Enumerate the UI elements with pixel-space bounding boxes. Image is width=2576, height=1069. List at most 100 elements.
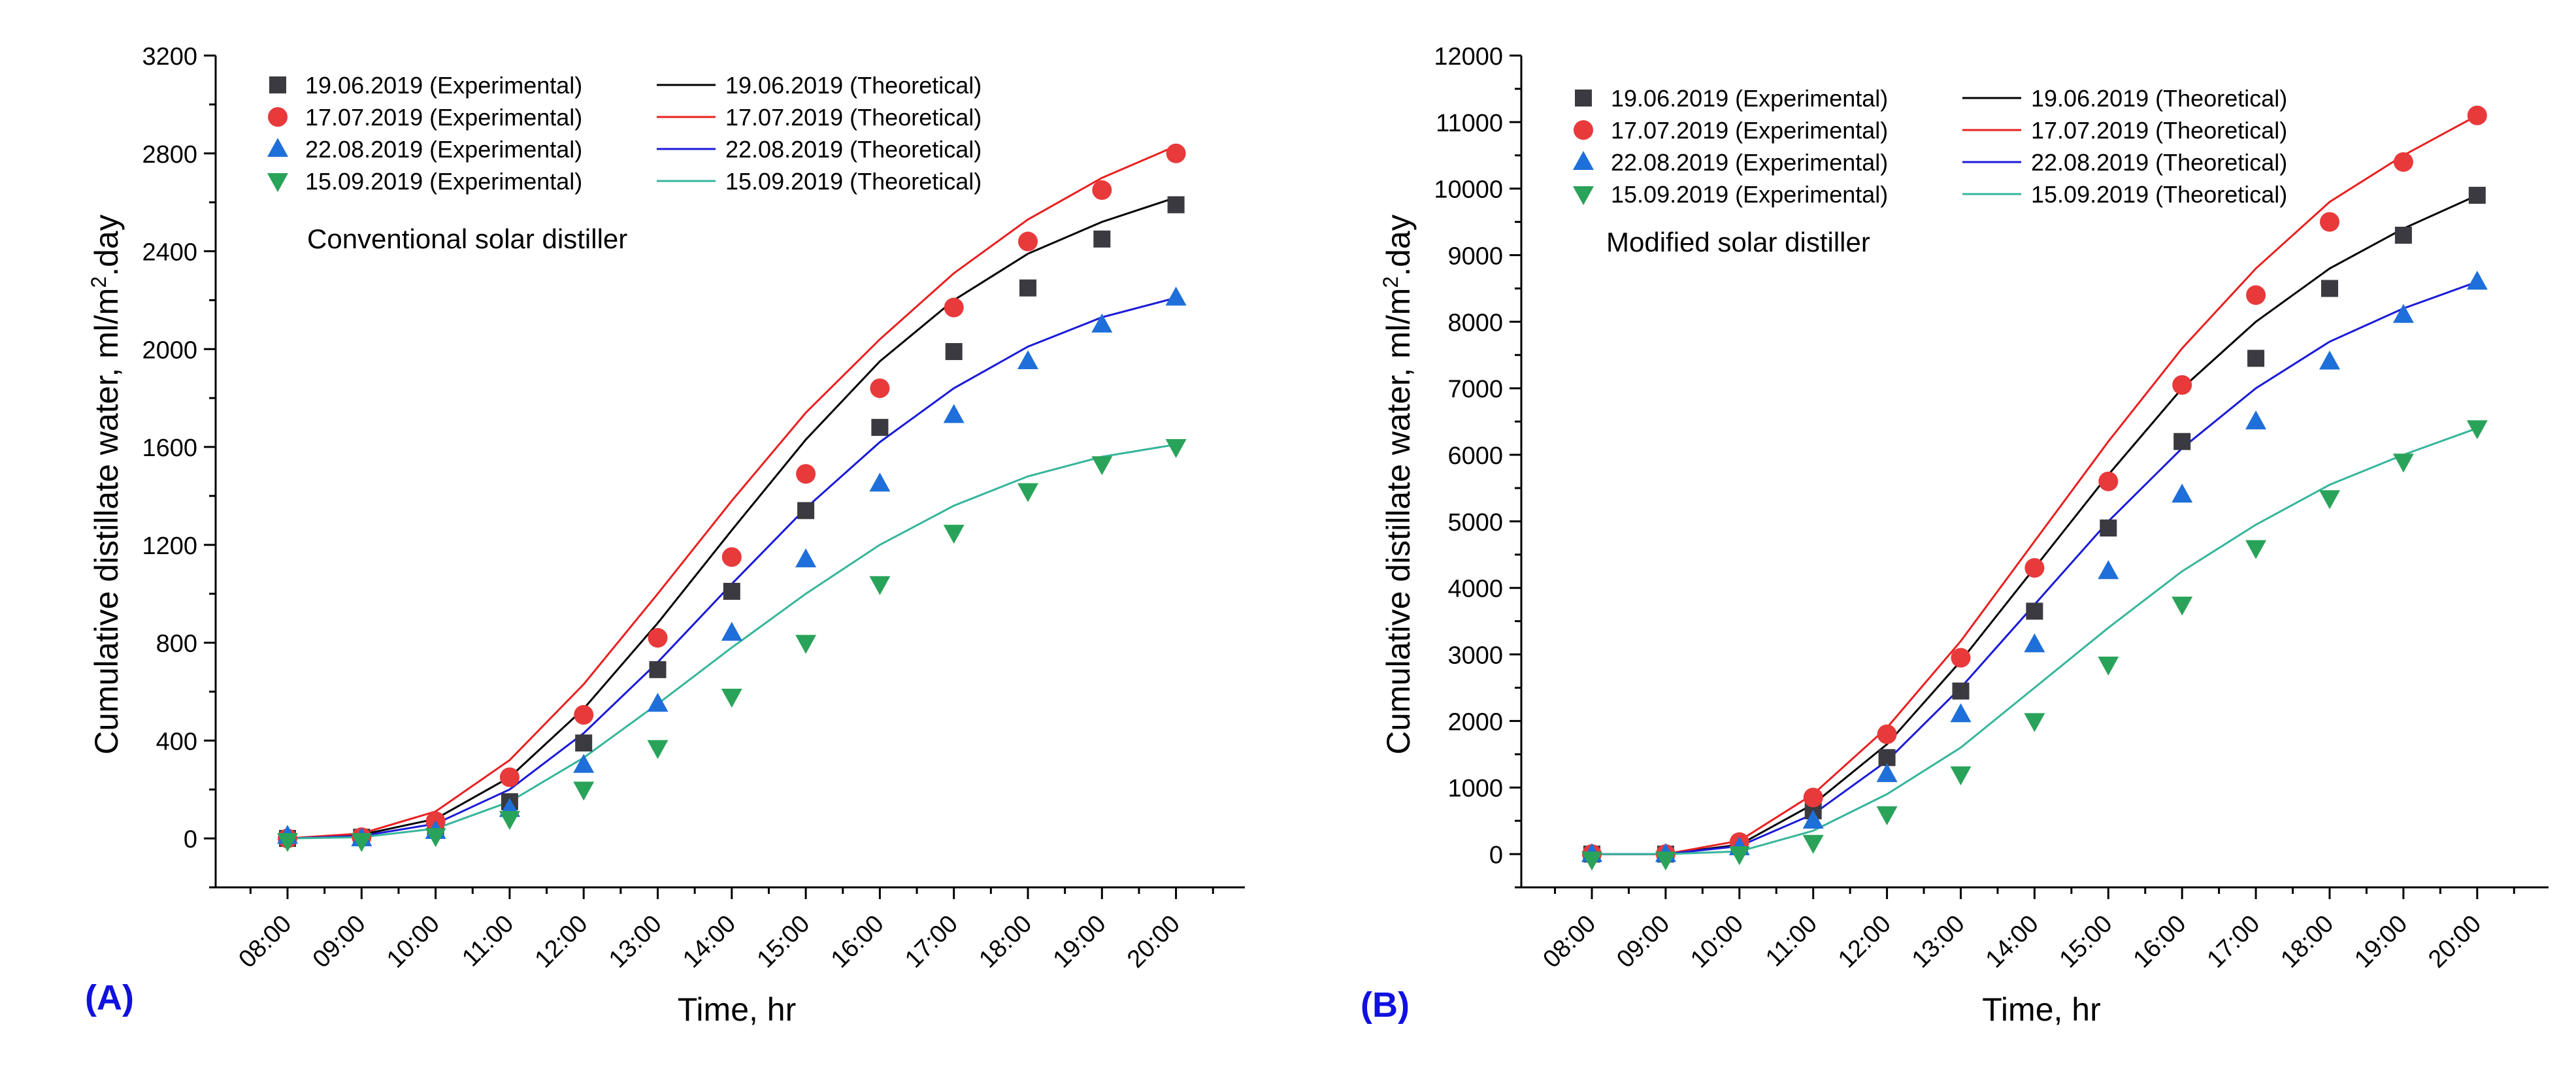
data-point-s1-7	[796, 464, 816, 484]
data-point-s1-11	[2393, 152, 2413, 172]
x-tick-label: 17:00	[2202, 910, 2266, 974]
data-point-s2-7	[2098, 560, 2119, 580]
data-point-s3-7	[795, 634, 817, 654]
y-tick-label: 7000	[1447, 376, 1503, 403]
panel-label: (B)	[1361, 985, 1410, 1025]
y-axis-title-tail: .day	[88, 214, 125, 276]
data-point-s3-12	[1165, 439, 1187, 459]
legend-label: 15.09.2019 (Experimental)	[305, 168, 582, 195]
data-point-s3-12	[2466, 420, 2488, 440]
data-point-s2-12	[2466, 271, 2488, 290]
x-tick-label: 09:00	[1611, 910, 1675, 974]
x-tick-label: 17:00	[900, 910, 963, 974]
x-tick-label: 20:00	[2423, 910, 2486, 974]
y-tick-label: 0	[1489, 842, 1503, 869]
data-point-s1-6	[721, 547, 742, 567]
y-tick-label: 6000	[1447, 442, 1503, 470]
legend-marker-0	[1575, 90, 1592, 107]
data-point-s1-9	[2246, 285, 2266, 305]
data-point-s3-9	[2245, 540, 2267, 559]
x-tick-label: 14:00	[1981, 910, 2044, 974]
data-point-s1-3	[1803, 787, 1823, 808]
data-point-s3-11	[1091, 456, 1113, 476]
data-point-s1-7	[2098, 471, 2119, 491]
x-tick-label: 10:00	[1685, 910, 1749, 974]
y-axis-title-main: Cumulative distillate water, ml/m	[1380, 288, 1417, 755]
legend-label: 17.07.2019 (Experimental)	[305, 104, 582, 131]
x-tick-label: 13:00	[604, 910, 667, 974]
data-point-s0-7	[797, 502, 815, 519]
legend-label: 15.09.2019 (Theoretical)	[725, 168, 982, 195]
legend-marker-1	[268, 107, 288, 127]
y-axis-title-tail: .day	[1380, 214, 1417, 276]
x-tick-label: 10:00	[382, 910, 445, 974]
legend-label: 22.08.2019 (Experimental)	[1611, 149, 1888, 176]
data-point-s2-4	[1876, 763, 1898, 782]
data-point-s1-4	[1877, 724, 1897, 744]
data-point-s2-10	[1017, 350, 1038, 370]
x-tick-label: 19:00	[1048, 910, 1112, 974]
y-tick-label: 9000	[1447, 243, 1503, 271]
data-point-s0-4	[575, 734, 593, 752]
data-point-s3-2	[425, 828, 446, 847]
x-tick-label: 09:00	[308, 910, 371, 974]
data-point-s3-3	[499, 811, 520, 831]
data-point-s0-9	[945, 343, 963, 361]
series-line-5	[287, 145, 1177, 840]
legend-marker-3	[267, 173, 288, 192]
data-point-s0-8	[2173, 433, 2191, 450]
panel-label: (A)	[85, 978, 134, 1017]
y-tick-label: 1000	[1447, 775, 1503, 802]
data-point-s1-12	[1166, 143, 1186, 163]
chart-panel-a: 0 400 800 1200 1600 2000 2400 2800 3200 08:00 09:0…	[85, 43, 1245, 1028]
data-point-s1-3	[499, 767, 520, 787]
data-point-s2-5	[1950, 703, 1972, 723]
x-tick-label: 12:00	[530, 910, 593, 974]
data-point-s0-9	[2247, 350, 2265, 367]
y-tick-label: 2000	[142, 337, 197, 364]
legend-marker-0	[269, 76, 286, 93]
data-point-s3-4	[1876, 806, 1898, 825]
chart-annotation: Conventional solar distiller	[307, 223, 627, 254]
y-tick-label: 1200	[142, 533, 197, 560]
data-point-s2-7	[795, 548, 817, 568]
data-point-s0-7	[2100, 519, 2117, 537]
data-point-s0-8	[871, 419, 889, 436]
data-point-s2-11	[1091, 313, 1113, 333]
data-point-s2-5	[647, 693, 669, 712]
data-point-s0-11	[2394, 226, 2412, 244]
data-point-s2-8	[869, 472, 891, 492]
legend-marker-3	[1573, 186, 1594, 205]
x-tick-label: 19:00	[2349, 910, 2413, 974]
series-line-4	[1592, 194, 2478, 855]
y-tick-label: 1600	[142, 435, 197, 462]
data-point-s1-11	[1092, 180, 1112, 200]
data-point-s3-11	[2392, 453, 2414, 473]
data-point-s3-0	[277, 832, 298, 852]
data-point-s2-9	[2245, 410, 2267, 430]
x-tick-label: 08:00	[1538, 910, 1601, 974]
data-point-s1-9	[944, 297, 964, 318]
data-point-s3-1	[351, 832, 372, 852]
x-tick-label: 11:00	[1760, 910, 1823, 972]
data-point-s1-12	[2467, 105, 2487, 125]
x-tick-label: 18:00	[2275, 910, 2339, 974]
y-axis-title-superscript: 2	[87, 276, 110, 288]
data-point-s2-11	[2392, 304, 2414, 323]
x-tick-label: 20:00	[1122, 910, 1185, 974]
legend-marker-2	[267, 138, 288, 157]
legend-label: 17.07.2019 (Theoretical)	[725, 104, 982, 131]
data-point-s3-0	[1581, 851, 1602, 871]
x-axis-title: Time, hr	[1982, 991, 2101, 1028]
data-point-s0-6	[723, 582, 740, 600]
data-point-s2-6	[721, 621, 742, 641]
data-point-s3-1	[1655, 851, 1676, 871]
data-point-s1-4	[574, 705, 594, 725]
y-tick-label: 0	[184, 826, 197, 853]
data-point-s2-3	[1802, 810, 1824, 829]
y-tick-label: 4000	[1447, 576, 1503, 603]
legend-label: 19.06.2019 (Theoretical)	[2031, 85, 2287, 112]
legend-label: 17.07.2019 (Theoretical)	[2031, 117, 2287, 144]
data-point-s0-12	[2468, 186, 2486, 204]
